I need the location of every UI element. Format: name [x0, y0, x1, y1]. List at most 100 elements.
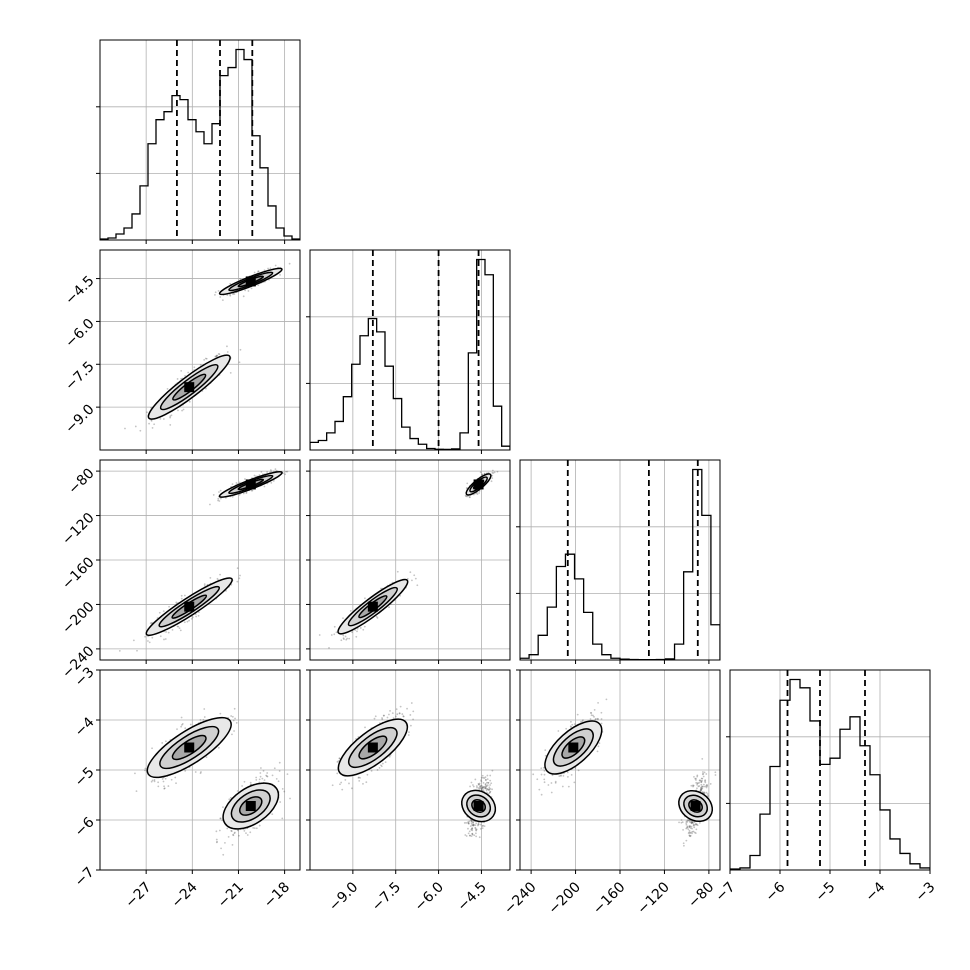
sample-point	[388, 755, 391, 758]
sample-point	[479, 785, 482, 788]
sample-point	[373, 717, 376, 720]
sample-point	[251, 489, 254, 492]
sample-point	[176, 378, 179, 380]
histogram-step-2	[520, 468, 720, 660]
sample-point	[467, 822, 470, 825]
sample-point	[472, 821, 475, 824]
sample-point	[350, 787, 353, 790]
sample-point	[471, 832, 474, 835]
sample-point	[217, 352, 220, 355]
sample-point	[337, 760, 340, 762]
sample-point	[469, 785, 471, 788]
sample-point	[480, 787, 483, 790]
sample-point	[270, 481, 273, 484]
sample-point	[226, 827, 229, 830]
sample-point	[491, 469, 494, 472]
panel-2-2	[516, 459, 721, 664]
sample-point	[269, 469, 272, 471]
sample-point	[688, 826, 691, 829]
sample-point	[286, 470, 289, 473]
sample-point	[343, 638, 345, 640]
sample-point	[164, 638, 167, 640]
sample-point	[550, 791, 553, 794]
sample-point	[465, 495, 467, 498]
sample-point	[467, 822, 470, 825]
sample-point	[273, 767, 276, 770]
sample-point	[496, 470, 499, 473]
sample-point	[255, 827, 258, 830]
sample-point	[177, 409, 179, 412]
sample-point	[230, 829, 233, 832]
sample-point	[464, 834, 467, 836]
sample-point	[124, 427, 126, 430]
sample-point	[169, 415, 172, 418]
sample-point	[468, 820, 471, 823]
sample-point	[193, 366, 196, 369]
sample-point	[714, 771, 717, 774]
sample-point	[406, 577, 409, 580]
sample-point	[590, 714, 593, 717]
sample-point	[410, 702, 413, 704]
sample-point	[702, 783, 705, 786]
sample-point	[540, 793, 543, 796]
panel-2-1	[306, 459, 511, 664]
sample-point	[702, 772, 705, 775]
sample-point	[481, 774, 484, 777]
sample-point	[469, 834, 471, 837]
sample-point	[374, 715, 377, 718]
sample-point	[543, 773, 546, 776]
y-tick-label: −5	[72, 764, 98, 790]
sample-point	[470, 819, 473, 822]
sample-point	[215, 838, 218, 841]
sample-point	[489, 790, 492, 793]
sample-point	[265, 774, 268, 777]
sample-point	[694, 832, 697, 835]
sample-point	[562, 775, 565, 777]
sample-point	[218, 829, 221, 832]
sample-point	[692, 784, 695, 787]
sample-point	[381, 718, 384, 721]
sample-point	[581, 720, 584, 723]
sample-point	[484, 779, 487, 782]
y-tick-label: −160	[59, 554, 98, 593]
sample-point	[378, 766, 381, 769]
sample-point	[467, 832, 470, 835]
sample-point	[482, 776, 484, 779]
sample-point	[336, 772, 339, 775]
sample-point	[484, 778, 487, 781]
sample-point	[180, 597, 183, 600]
sample-point	[364, 597, 366, 600]
sample-point	[170, 414, 173, 417]
sample-point	[231, 483, 234, 486]
sample-point	[356, 630, 358, 633]
density-peak	[245, 479, 256, 490]
sample-point	[157, 781, 160, 784]
sample-point	[274, 264, 277, 267]
sample-point	[536, 778, 539, 781]
sample-point	[184, 375, 186, 377]
sample-point	[257, 270, 259, 273]
y-tick-label: −80	[65, 465, 97, 497]
density-peak	[184, 601, 195, 612]
sample-point	[381, 717, 383, 719]
sample-point	[469, 825, 472, 828]
sample-point	[482, 787, 484, 789]
sample-point	[286, 773, 289, 776]
sample-point	[376, 769, 379, 771]
sample-point	[382, 714, 385, 717]
sample-point	[188, 619, 190, 622]
sample-point	[217, 497, 220, 500]
sample-point	[171, 628, 174, 631]
sample-point	[218, 500, 221, 502]
sample-point	[176, 625, 179, 628]
sample-point	[597, 702, 599, 704]
sample-point	[341, 788, 344, 791]
sample-point	[275, 777, 278, 780]
sample-point	[486, 778, 489, 780]
sample-point	[162, 418, 165, 420]
panel-3-2: −240 −200 −160 −120 −80	[501, 669, 721, 918]
sample-point	[413, 574, 416, 577]
sample-point	[688, 825, 691, 827]
sample-point	[600, 722, 603, 725]
